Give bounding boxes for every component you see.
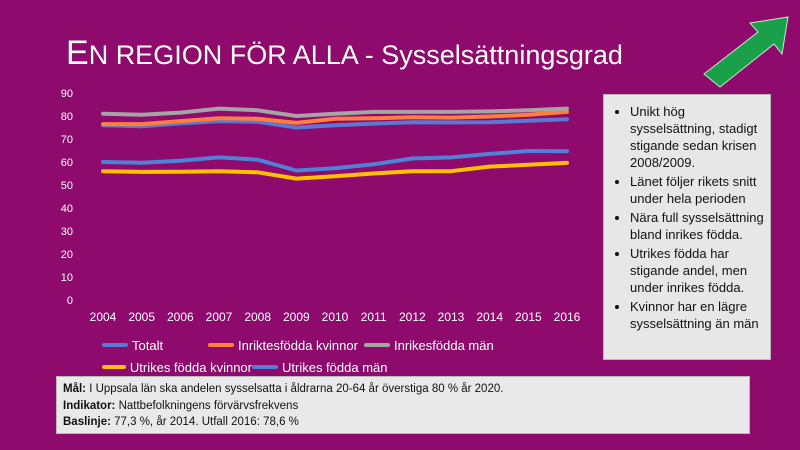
legend-item-utrikes-fodda-man: Utrikes födda män bbox=[252, 360, 388, 375]
summary-bullet: Unikt hög sysselsättning, stadigt stigan… bbox=[630, 103, 764, 171]
y-tick-label: 30 bbox=[61, 226, 73, 238]
legend-item-inrikesfodda-man: Inrikesfödda män bbox=[364, 338, 494, 353]
x-tick-label: 2013 bbox=[438, 310, 465, 324]
x-tick-label: 2011 bbox=[361, 310, 387, 324]
legend-row-2: Utrikes födda kvinnor Utrikes födda män bbox=[102, 356, 582, 378]
summary-bullet: Länet följer rikets snitt under hela per… bbox=[630, 173, 764, 207]
indicator-text: Nattbefolkningens förvärvsfrekvens bbox=[115, 399, 299, 412]
y-tick-label: 70 bbox=[61, 134, 73, 146]
series-line-2 bbox=[101, 106, 569, 118]
indicator-line: Indikator: Nattbefolkningens förvärvsfre… bbox=[63, 398, 743, 415]
summary-bullet: Kvinnor har en lägre sysselsättning än m… bbox=[630, 298, 764, 332]
legend-item-inrikesfodda-kvinnor: Inriktesfödda kvinnor bbox=[208, 338, 364, 353]
series-line-0 bbox=[101, 117, 569, 130]
legend-label-totalt: Totalt bbox=[132, 337, 164, 353]
chart-legend: Totalt Inriktesfödda kvinnor Inrikesfödd… bbox=[102, 334, 582, 378]
summary-bullets-box: Unikt hög sysselsättning, stadigt stigan… bbox=[603, 94, 771, 360]
series-line-1 bbox=[101, 109, 569, 127]
y-tick-label: 20 bbox=[61, 249, 73, 261]
legend-swatch-inrikesfodda-man bbox=[364, 343, 390, 347]
legend-swatch-utrikes-fodda-man bbox=[252, 365, 278, 369]
legend-swatch-utrikes-fodda-kvinnor bbox=[102, 365, 126, 369]
legend-label-inrikesfodda-man: Inrikesfödda män bbox=[394, 337, 494, 353]
x-tick-label: 2009 bbox=[283, 310, 310, 324]
legend-label-utrikes-fodda-man: Utrikes födda män bbox=[282, 359, 388, 375]
x-tick-label: 2010 bbox=[322, 310, 349, 324]
y-tick-label: 40 bbox=[61, 203, 73, 215]
slide-title-rest: N REGION FÖR ALLA - Sysselsättningsgrad bbox=[88, 40, 623, 70]
goal-label: Mål: bbox=[63, 383, 86, 395]
legend-label-inrikesfodda-kvinnor: Inriktesfödda kvinnor bbox=[238, 337, 358, 353]
y-tick-label: 80 bbox=[61, 111, 73, 123]
summary-bullet-list: Unikt hög sysselsättning, stadigt stigan… bbox=[612, 103, 764, 332]
summary-bullet: Utrikes födda har stigande andel, men un… bbox=[630, 245, 764, 296]
indicator-label: Indikator: bbox=[63, 399, 116, 412]
x-tick-label: 2006 bbox=[167, 310, 194, 324]
slide-title: EN REGION FÖR ALLA - Sysselsättningsgrad bbox=[66, 34, 623, 73]
legend-label-utrikes-fodda-kvinnor: Utrikes födda kvinnor bbox=[129, 359, 252, 375]
x-tick-label: 2015 bbox=[515, 310, 542, 324]
x-tick-label: 2004 bbox=[90, 310, 117, 324]
series-line-3 bbox=[101, 160, 569, 181]
legend-item-utrikes-fodda-kvinnor: Utrikes födda kvinnor bbox=[102, 360, 252, 375]
summary-bullet: Nära full sysselsättning bland inrikes f… bbox=[630, 209, 764, 243]
x-tick-label: 2014 bbox=[476, 310, 503, 324]
goal-line: Mål: I Uppsala län ska andelen sysselsat… bbox=[63, 381, 743, 398]
y-tick-label: 90 bbox=[61, 88, 73, 100]
legend-swatch-totalt bbox=[102, 343, 128, 347]
slide-title-first-letter: E bbox=[66, 34, 89, 72]
y-tick-label: 50 bbox=[61, 180, 73, 192]
legend-row-1: Totalt Inriktesfödda kvinnor Inrikesfödd… bbox=[102, 334, 582, 356]
baseline-text: 77,3 %, år 2014. Utfall 2016: 78,6 % bbox=[110, 416, 299, 428]
series-line-4 bbox=[101, 149, 569, 173]
y-tick-label: 60 bbox=[61, 157, 73, 169]
y-tick-label: 10 bbox=[61, 272, 73, 284]
x-tick-label: 2005 bbox=[128, 310, 155, 324]
y-tick-label: 0 bbox=[67, 295, 73, 307]
x-tick-label: 2007 bbox=[206, 310, 233, 324]
x-tick-label: 2012 bbox=[399, 310, 426, 324]
trend-up-arrow-icon bbox=[703, 16, 789, 88]
baseline-line: Baslinje: 77,3 %, år 2014. Utfall 2016: … bbox=[63, 414, 743, 431]
legend-item-totalt: Totalt bbox=[102, 338, 208, 353]
trend-up-arrow-shape bbox=[703, 16, 789, 88]
baseline-label: Baslinje: bbox=[63, 416, 111, 428]
goal-box: Mål: I Uppsala län ska andelen sysselsat… bbox=[56, 376, 750, 434]
x-tick-label: 2016 bbox=[554, 310, 581, 324]
goal-text: I Uppsala län ska andelen sysselsatta i … bbox=[86, 383, 504, 395]
legend-swatch-inrikesfodda-kvinnor bbox=[208, 343, 234, 347]
x-tick-label: 2008 bbox=[244, 310, 271, 324]
